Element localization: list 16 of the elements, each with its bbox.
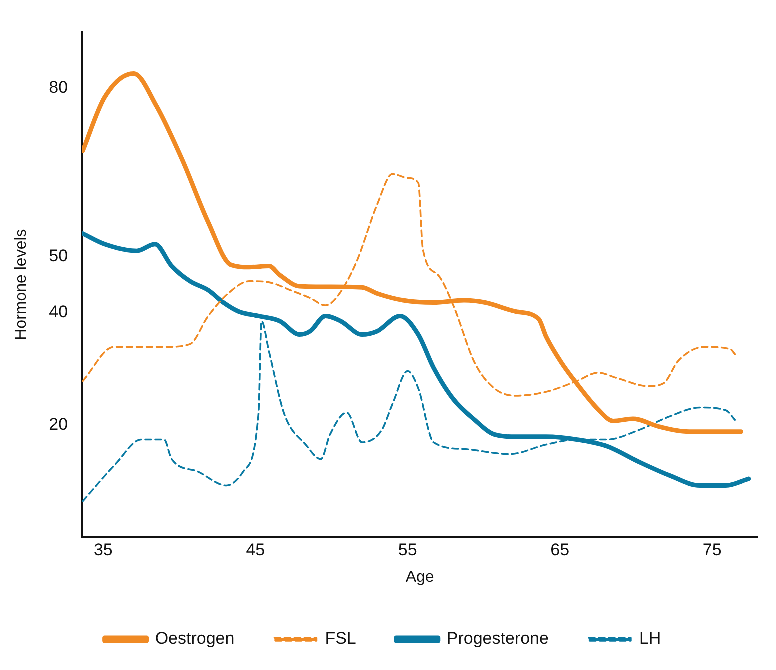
y-tick-label: 80: [49, 78, 68, 98]
x-tick-label: 55: [398, 540, 418, 560]
x-axis-title: Age: [406, 568, 434, 586]
y-tick-label: 20: [49, 414, 68, 434]
x-tick-label: 75: [702, 540, 722, 560]
x-tick-label: 65: [550, 540, 570, 560]
legend-label: LH: [639, 629, 662, 648]
y-tick-label: 40: [49, 302, 68, 322]
line-series: [82, 71, 744, 434]
legend-label: Oestrogen: [155, 629, 235, 648]
x-tick-label: 35: [94, 540, 113, 560]
legend-label: Progesterone: [446, 629, 549, 648]
y-tick-label: 50: [49, 246, 68, 266]
x-tick-label: 45: [246, 540, 266, 560]
y-axis-title: Hormone levels: [13, 229, 30, 340]
legend-label: FSL: [325, 629, 356, 648]
